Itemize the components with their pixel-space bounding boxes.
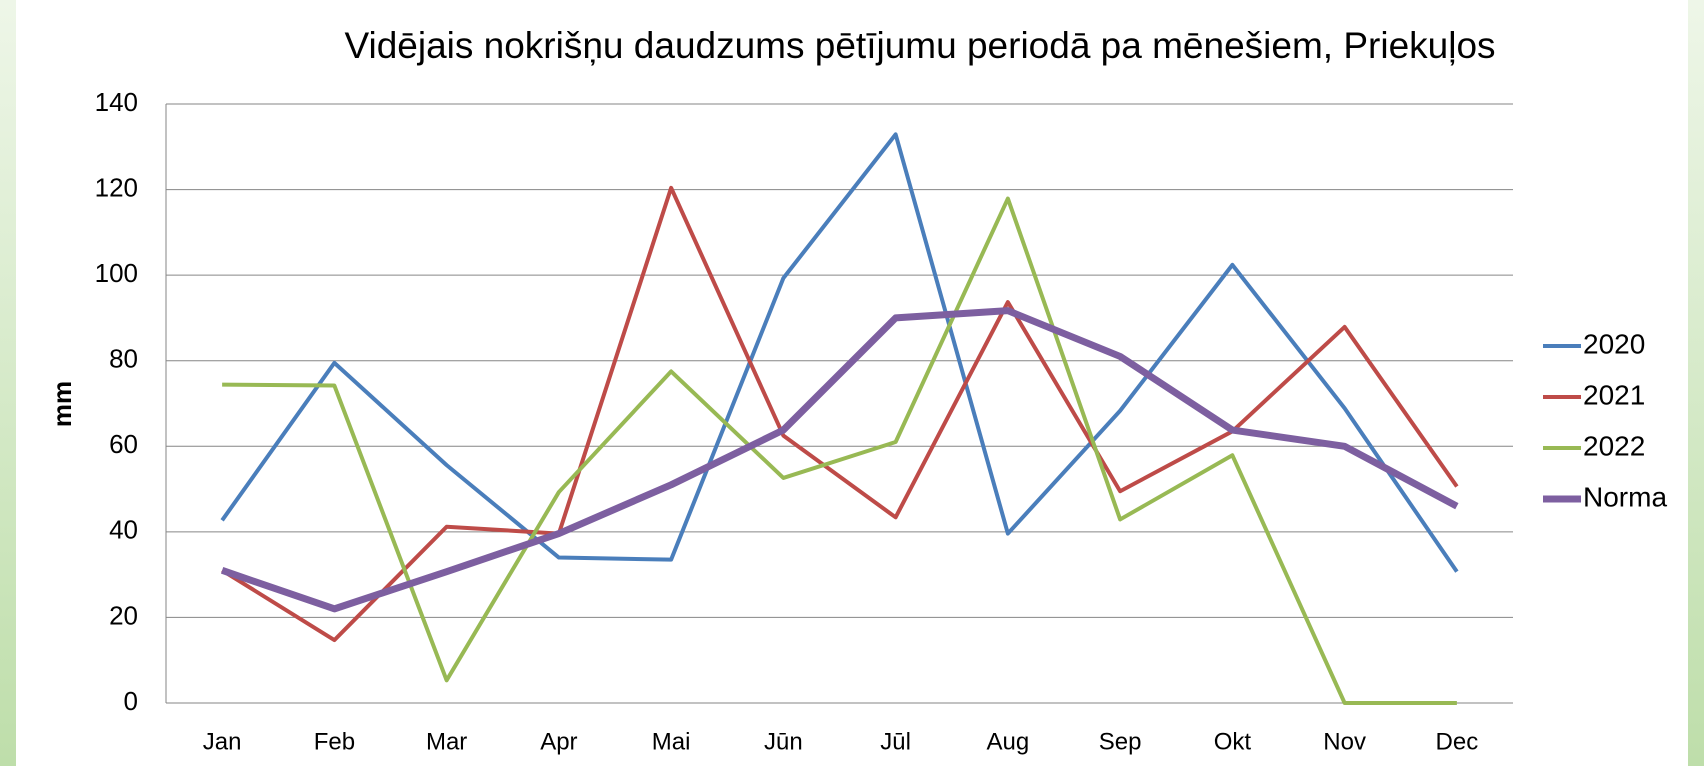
x-tick-label: Feb xyxy=(314,728,355,755)
x-tick-label: Mar xyxy=(426,728,467,755)
panel xyxy=(16,0,1688,766)
y-tick-label: 20 xyxy=(109,600,138,630)
y-tick-label: 120 xyxy=(95,172,138,202)
x-tick-label: Sep xyxy=(1099,728,1142,755)
series-line xyxy=(222,196,1457,705)
x-tick-label: Nov xyxy=(1323,728,1366,755)
x-tick-label: Jūl xyxy=(880,728,911,755)
legend-label: 2021 xyxy=(1583,379,1645,410)
x-tick-label: Jan xyxy=(203,728,242,755)
chart-title: Vidējais nokrišņu daudzums pētījumu peri… xyxy=(344,25,1495,66)
y-tick-label: 0 xyxy=(124,686,138,716)
y-tick-label: 140 xyxy=(95,87,138,117)
series-line xyxy=(220,132,1459,573)
x-tick-label: Mai xyxy=(652,728,691,755)
y-tick-label: 80 xyxy=(109,344,138,374)
series-line xyxy=(220,307,1459,613)
legend-label: 2022 xyxy=(1583,430,1645,461)
y-tick-label: 100 xyxy=(95,258,138,288)
y-tick-label: 60 xyxy=(109,429,138,459)
legend-label: 2020 xyxy=(1583,328,1645,359)
series-line xyxy=(221,185,1459,643)
x-tick-label: Okt xyxy=(1214,728,1252,755)
x-tick-label: Jūn xyxy=(764,728,803,755)
y-tick-label: 40 xyxy=(109,515,138,545)
x-tick-label: Aug xyxy=(987,728,1030,755)
x-tick-label: Apr xyxy=(540,728,577,755)
y-axis-label: mm xyxy=(47,381,77,427)
x-tick-label: Dec xyxy=(1436,728,1479,755)
legend-label: Norma xyxy=(1583,481,1667,512)
